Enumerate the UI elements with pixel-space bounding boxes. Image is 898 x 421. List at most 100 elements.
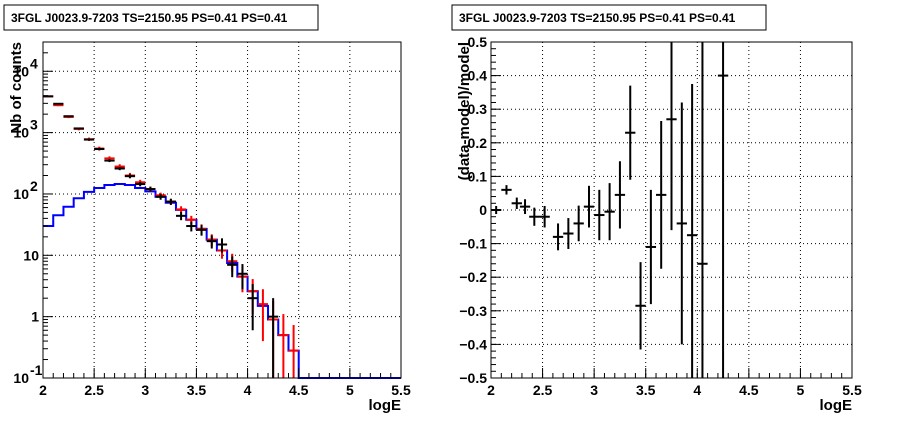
x-tick-label: 2.5 xyxy=(84,382,104,398)
model-point xyxy=(288,325,299,378)
residual-point xyxy=(697,42,708,378)
y-tick-label: 0.4 xyxy=(468,68,488,84)
data-point xyxy=(227,256,238,278)
residual-point xyxy=(614,161,626,229)
data-point xyxy=(124,174,136,179)
data-point xyxy=(94,147,105,151)
y-tick-exponent: 3 xyxy=(30,117,38,133)
counts-panel: 3FGL J0023.9-7203 TS=2150.95 PS=0.41 PS=… xyxy=(3,4,411,414)
residual-point xyxy=(529,207,540,226)
model-point xyxy=(278,314,289,378)
y-tick-label: 10 xyxy=(13,370,29,386)
residual-point xyxy=(511,197,522,209)
data-point xyxy=(145,186,156,192)
y-tick-label: 1 xyxy=(31,309,39,325)
y-tick-label: 10 xyxy=(23,247,39,263)
x-axis-label: logE xyxy=(820,397,853,414)
residual-point xyxy=(666,42,677,231)
residual-point xyxy=(563,218,574,249)
data-point xyxy=(268,298,279,378)
x-tick-label: 5.5 xyxy=(842,382,862,398)
model-point xyxy=(257,289,269,342)
x-tick-label: 3.5 xyxy=(187,382,207,398)
data-point xyxy=(114,166,125,171)
data-point xyxy=(53,102,64,105)
model-step-line xyxy=(43,183,401,379)
residual-point xyxy=(573,205,584,242)
data-point xyxy=(104,159,115,163)
plot-frame xyxy=(42,41,402,379)
data-point xyxy=(43,95,54,98)
residual-point xyxy=(686,84,698,378)
residual-point xyxy=(604,183,615,241)
y-tick-label: 0.1 xyxy=(468,168,488,184)
residual-point xyxy=(539,205,550,228)
y-tick-label: −0.4 xyxy=(459,336,487,352)
y-tick-label: −0.3 xyxy=(459,303,487,319)
residual-point xyxy=(635,262,646,350)
y-tick-label: 10 xyxy=(13,125,29,141)
data-point xyxy=(175,212,187,221)
y-tick-label: 0 xyxy=(479,202,487,218)
data-point xyxy=(155,194,166,200)
axis-ticks: 2 2.5 3 3.5 4 4.5 5 5.5 −0.5 −0.4 −0.3 −0.2 −0.1 0 0.1… xyxy=(459,34,862,398)
data-point xyxy=(135,181,146,187)
y-tick-label: −0.2 xyxy=(459,269,487,285)
grid-lines xyxy=(43,42,401,378)
x-tick-label: 3 xyxy=(141,382,149,398)
y-tick-exponent: 2 xyxy=(30,178,38,194)
plot-area xyxy=(43,95,401,379)
y-axis-label: Nb of counts xyxy=(8,42,25,134)
residual-point xyxy=(583,185,595,228)
y-tick-exponent: 4 xyxy=(30,55,38,71)
data-point xyxy=(73,127,84,130)
data-point xyxy=(186,221,197,232)
y-tick-label: −0.1 xyxy=(459,236,487,252)
residual-panel: 3FGL J0023.9-7203 TS=2150.95 PS=0.41 PS=… xyxy=(451,4,862,414)
y-tick-label: 0.5 xyxy=(468,34,488,50)
y-axis-label: (data-model)/model xyxy=(456,42,473,180)
data-point xyxy=(237,264,248,290)
x-tick-label: 4.5 xyxy=(739,382,759,398)
residual-point xyxy=(501,185,512,195)
x-tick-label: 4 xyxy=(693,382,701,398)
plot-area xyxy=(491,42,729,378)
x-tick-label: 5.5 xyxy=(391,382,411,398)
x-tick-label: 3.5 xyxy=(636,382,656,398)
residual-point xyxy=(552,223,564,251)
y-tick-label: 10 xyxy=(13,63,29,79)
residual-point xyxy=(519,199,531,215)
data-point xyxy=(165,198,176,205)
x-tick-label: 5 xyxy=(797,382,805,398)
y-tick-label: 0.3 xyxy=(468,101,488,117)
x-tick-label: 4 xyxy=(244,382,252,398)
data-point xyxy=(247,284,258,331)
x-tick-label: 4.5 xyxy=(289,382,309,398)
chart-title: 3FGL J0023.9-7203 TS=2150.95 PS=0.41 PS=… xyxy=(459,11,736,25)
x-axis-label: logE xyxy=(369,397,402,414)
x-tick-label: 2 xyxy=(487,382,495,398)
y-tick-label: 0.2 xyxy=(468,135,488,151)
x-tick-label: 3 xyxy=(590,382,598,398)
residual-point xyxy=(594,189,605,241)
residual-point xyxy=(645,189,657,305)
residual-point xyxy=(656,120,667,269)
title-box xyxy=(3,4,319,31)
data-point xyxy=(83,138,95,141)
y-tick-label: 10 xyxy=(13,186,29,202)
model-point xyxy=(175,206,187,213)
title-box xyxy=(451,4,767,31)
data-point xyxy=(196,225,207,236)
y-tick-label: −0.5 xyxy=(459,370,487,386)
chart-title: 3FGL J0023.9-7203 TS=2150.95 PS=0.41 PS=… xyxy=(11,11,288,25)
x-tick-label: 5 xyxy=(346,382,354,398)
x-tick-label: 2.5 xyxy=(533,382,553,398)
data-point xyxy=(63,115,74,118)
residual-point xyxy=(717,42,729,378)
x-tick-label: 2 xyxy=(39,382,47,398)
residual-point xyxy=(625,85,636,180)
data-point xyxy=(206,235,217,249)
residual-point xyxy=(676,102,687,345)
